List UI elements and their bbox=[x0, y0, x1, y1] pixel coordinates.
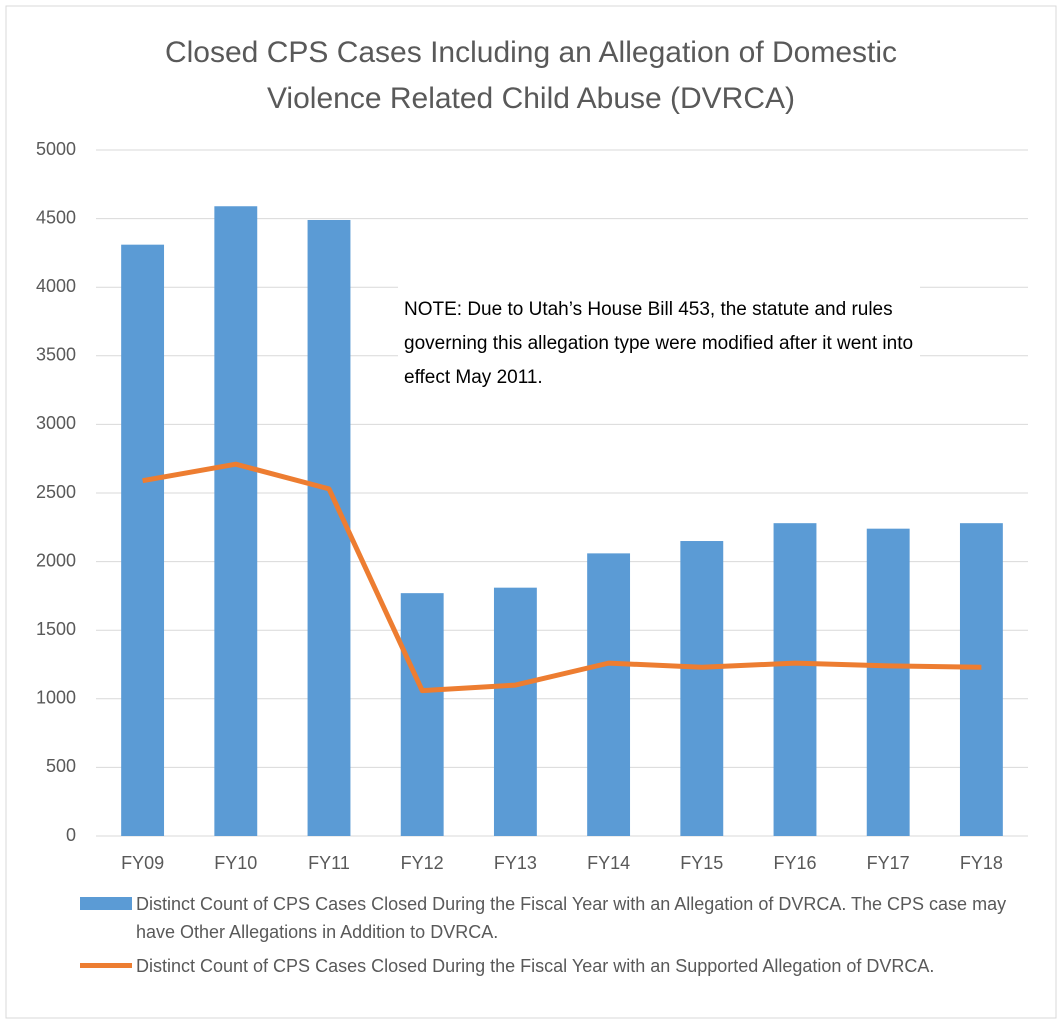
bar bbox=[214, 206, 258, 836]
x-tick-label: FY10 bbox=[214, 853, 257, 873]
y-tick-label: 5000 bbox=[36, 139, 76, 159]
x-tick-label: FY18 bbox=[960, 853, 1003, 873]
y-tick-label: 0 bbox=[66, 825, 76, 845]
legend-item: Distinct Count of CPS Cases Closed Durin… bbox=[80, 952, 1030, 980]
frame bbox=[5, 5, 1057, 1019]
bar bbox=[773, 523, 817, 836]
y-tick-label: 4000 bbox=[36, 276, 76, 296]
x-tick-label: FY16 bbox=[773, 853, 816, 873]
y-tick-label: 4500 bbox=[36, 207, 76, 227]
bar bbox=[680, 541, 724, 836]
bar bbox=[307, 219, 351, 837]
bar bbox=[959, 523, 1003, 836]
legend-label: Distinct Count of CPS Cases Closed Durin… bbox=[136, 956, 935, 976]
legend-item: Distinct Count of CPS Cases Closed Durin… bbox=[80, 890, 1030, 946]
bar bbox=[400, 593, 444, 836]
x-tick-label: FY13 bbox=[494, 853, 537, 873]
y-tick-label: 2500 bbox=[36, 482, 76, 502]
y-tick-label: 500 bbox=[46, 756, 76, 776]
bar bbox=[493, 587, 537, 836]
legend-swatch bbox=[80, 963, 132, 968]
y-tick-label: 2000 bbox=[36, 550, 76, 570]
x-tick-label: FY11 bbox=[308, 853, 350, 873]
x-tick-label: FY14 bbox=[587, 853, 630, 873]
line bbox=[142, 461, 982, 694]
x-tick-label: FY17 bbox=[867, 853, 910, 873]
annotation: NOTE: Due to Utah’s House Bill 453, the … bbox=[398, 285, 920, 403]
bar bbox=[121, 244, 165, 837]
y-tick-label: 3500 bbox=[36, 345, 76, 365]
bar bbox=[866, 528, 910, 836]
bar bbox=[587, 553, 631, 836]
legend-swatch bbox=[80, 897, 132, 910]
x-tick-label: FY15 bbox=[680, 853, 723, 873]
x-tick-label: FY09 bbox=[121, 853, 164, 873]
chart-title: Closed CPS Cases Including an Allegation… bbox=[164, 36, 898, 115]
x-tick-label: FY12 bbox=[401, 853, 444, 873]
y-tick-label: 3000 bbox=[36, 413, 76, 433]
legend-label: Distinct Count of CPS Cases Closed Durin… bbox=[136, 894, 1007, 942]
y-tick-label: 1000 bbox=[36, 688, 76, 708]
y-tick-label: 1500 bbox=[36, 619, 76, 639]
